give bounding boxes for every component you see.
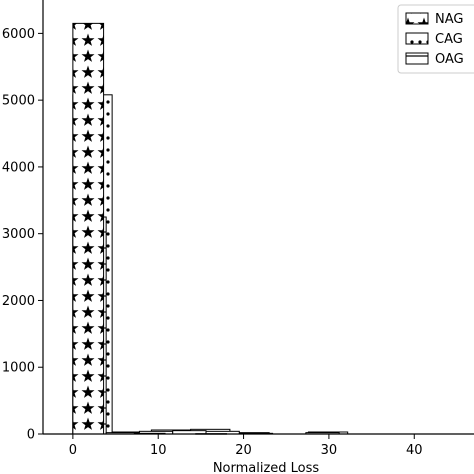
axes — [42, 0, 474, 435]
x-axis-label: Normalized Loss — [213, 461, 320, 474]
histogram-bars — [72, 22, 349, 435]
x-tick-label: 0 — [69, 443, 77, 458]
x-tick-label: 30 — [321, 443, 338, 458]
y-tick-label: 4000 — [2, 160, 35, 175]
y-tick-label: 3000 — [2, 227, 35, 242]
legend-swatch-cag — [405, 32, 429, 45]
legend-swatch-oag — [405, 52, 429, 65]
legend: NAG CAG OAG — [397, 4, 474, 74]
bar-nag-0 — [72, 22, 105, 435]
legend-label-nag: NAG — [435, 12, 463, 27]
legend-swatch-nag — [405, 12, 429, 25]
tick-marks: 0 1000 2000 3000 4000 5000 6000 0 10 20 30 40 — [2, 27, 423, 458]
legend-label-cag: CAG — [435, 32, 463, 47]
y-tick-label: 0 — [27, 428, 35, 443]
y-tick-label: 5000 — [2, 94, 35, 109]
y-tick-label: 1000 — [2, 361, 35, 376]
x-tick-label: 40 — [406, 443, 423, 458]
legend-label-oag: OAG — [435, 52, 464, 67]
y-tick-label: 6000 — [2, 27, 35, 42]
x-tick-label: 20 — [235, 443, 252, 458]
y-tick-label: 2000 — [2, 294, 35, 309]
x-tick-label: 10 — [150, 443, 167, 458]
